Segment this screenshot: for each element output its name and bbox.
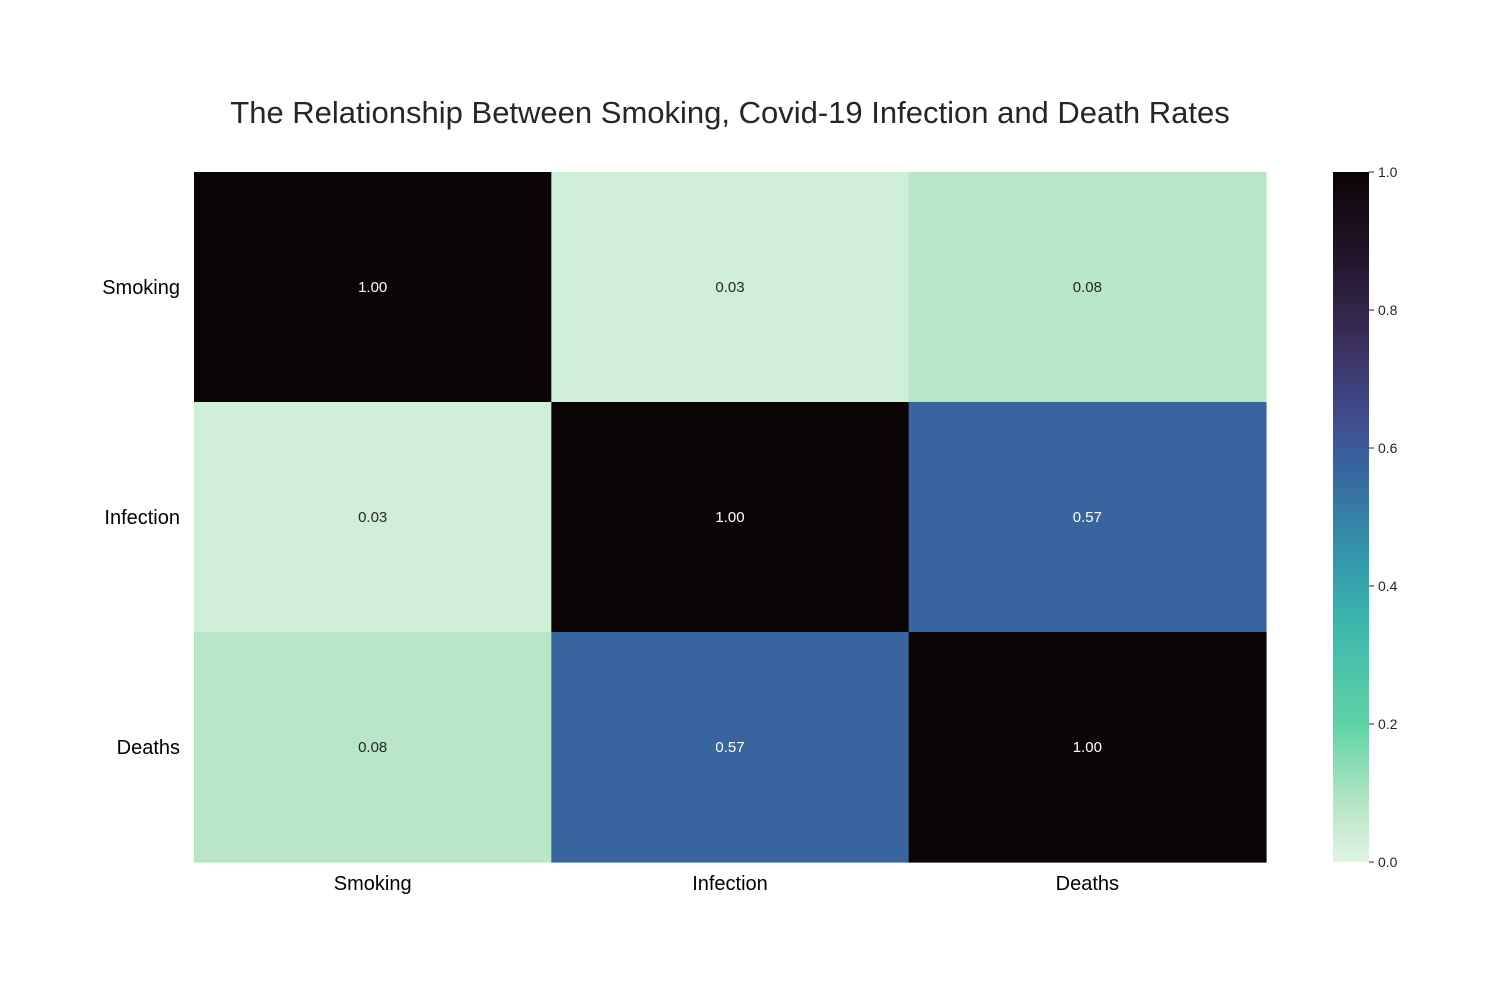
heatmap-cell bbox=[551, 402, 910, 633]
colorbar-gradient bbox=[1333, 172, 1369, 862]
colorbar: 0.0 0.2 0.4 0.6 0.8 1.0 bbox=[1333, 164, 1398, 870]
heatmap-cell bbox=[194, 172, 552, 403]
cell-value-label: 0.03 bbox=[715, 279, 744, 296]
heatmap-cells bbox=[194, 172, 1267, 863]
row-labels: Smoking Infection Deaths bbox=[102, 277, 180, 759]
cell-value-label: 0.57 bbox=[715, 739, 744, 756]
heatmap-cell-labels: 1.00 0.03 0.08 0.03 1.00 0.57 0.08 0.57 1.00 bbox=[358, 279, 1102, 756]
row-label: Infection bbox=[104, 507, 180, 529]
colorbar-tick-label: 0.4 bbox=[1378, 578, 1398, 594]
chart-title: The Relationship Between Smoking, Covid-… bbox=[230, 95, 1229, 130]
cell-value-label: 1.00 bbox=[715, 509, 744, 526]
heatmap-cell bbox=[908, 632, 1267, 863]
column-label: Smoking bbox=[334, 873, 412, 895]
cell-value-label: 0.57 bbox=[1073, 509, 1102, 526]
colorbar-tick-label: 0.6 bbox=[1378, 440, 1398, 456]
cell-value-label: 0.08 bbox=[358, 739, 387, 756]
heatmap-cell bbox=[551, 172, 910, 403]
heatmap-cell bbox=[908, 172, 1267, 403]
cell-value-label: 0.08 bbox=[1073, 279, 1102, 296]
column-label: Infection bbox=[692, 873, 768, 895]
row-label: Deaths bbox=[117, 737, 180, 759]
heatmap-cell bbox=[194, 632, 552, 863]
colorbar-tick-label: 0.2 bbox=[1378, 716, 1398, 732]
heatmap-cell bbox=[908, 402, 1267, 633]
heatmap-cell bbox=[194, 402, 552, 633]
colorbar-tick-label: 0.8 bbox=[1378, 302, 1398, 318]
colorbar-tick-label: 0.0 bbox=[1378, 854, 1398, 870]
cell-value-label: 1.00 bbox=[358, 279, 387, 296]
row-label: Smoking bbox=[102, 277, 180, 299]
column-labels: Smoking Infection Deaths bbox=[334, 873, 1119, 895]
cell-value-label: 1.00 bbox=[1073, 739, 1102, 756]
column-label: Deaths bbox=[1056, 873, 1119, 895]
colorbar-tick-label: 1.0 bbox=[1378, 164, 1398, 180]
heatmap-cell bbox=[551, 632, 910, 863]
cell-value-label: 0.03 bbox=[358, 509, 387, 526]
